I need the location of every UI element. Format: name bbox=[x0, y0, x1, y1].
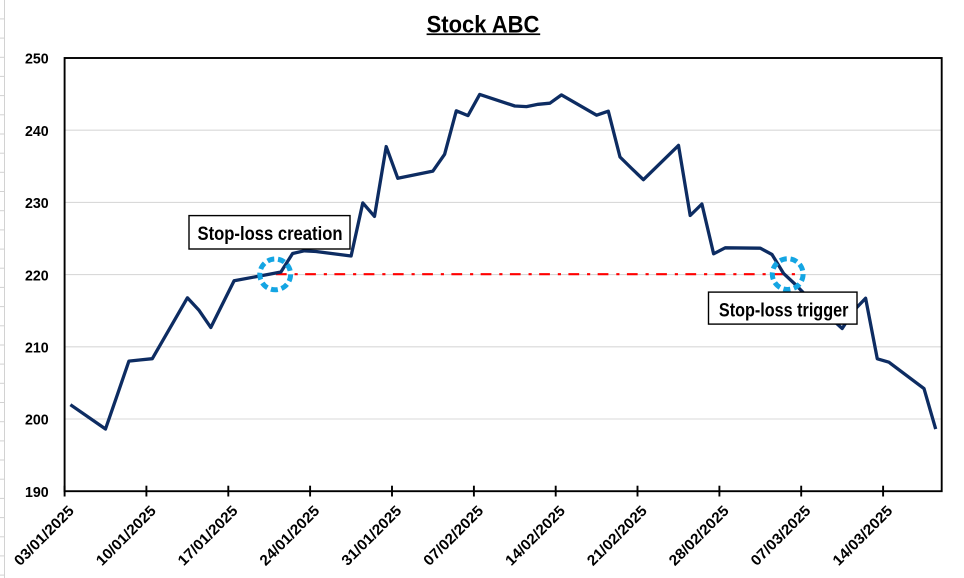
svg-text:Stop-loss creation: Stop-loss creation bbox=[198, 224, 343, 245]
svg-text:240: 240 bbox=[25, 123, 49, 140]
svg-text:Stop-loss trigger: Stop-loss trigger bbox=[719, 301, 849, 322]
svg-text:220: 220 bbox=[25, 267, 49, 284]
svg-text:210: 210 bbox=[25, 340, 49, 357]
svg-text:230: 230 bbox=[25, 195, 49, 212]
svg-text:200: 200 bbox=[25, 412, 49, 429]
svg-text:190: 190 bbox=[25, 484, 49, 501]
svg-text:250: 250 bbox=[25, 51, 49, 68]
